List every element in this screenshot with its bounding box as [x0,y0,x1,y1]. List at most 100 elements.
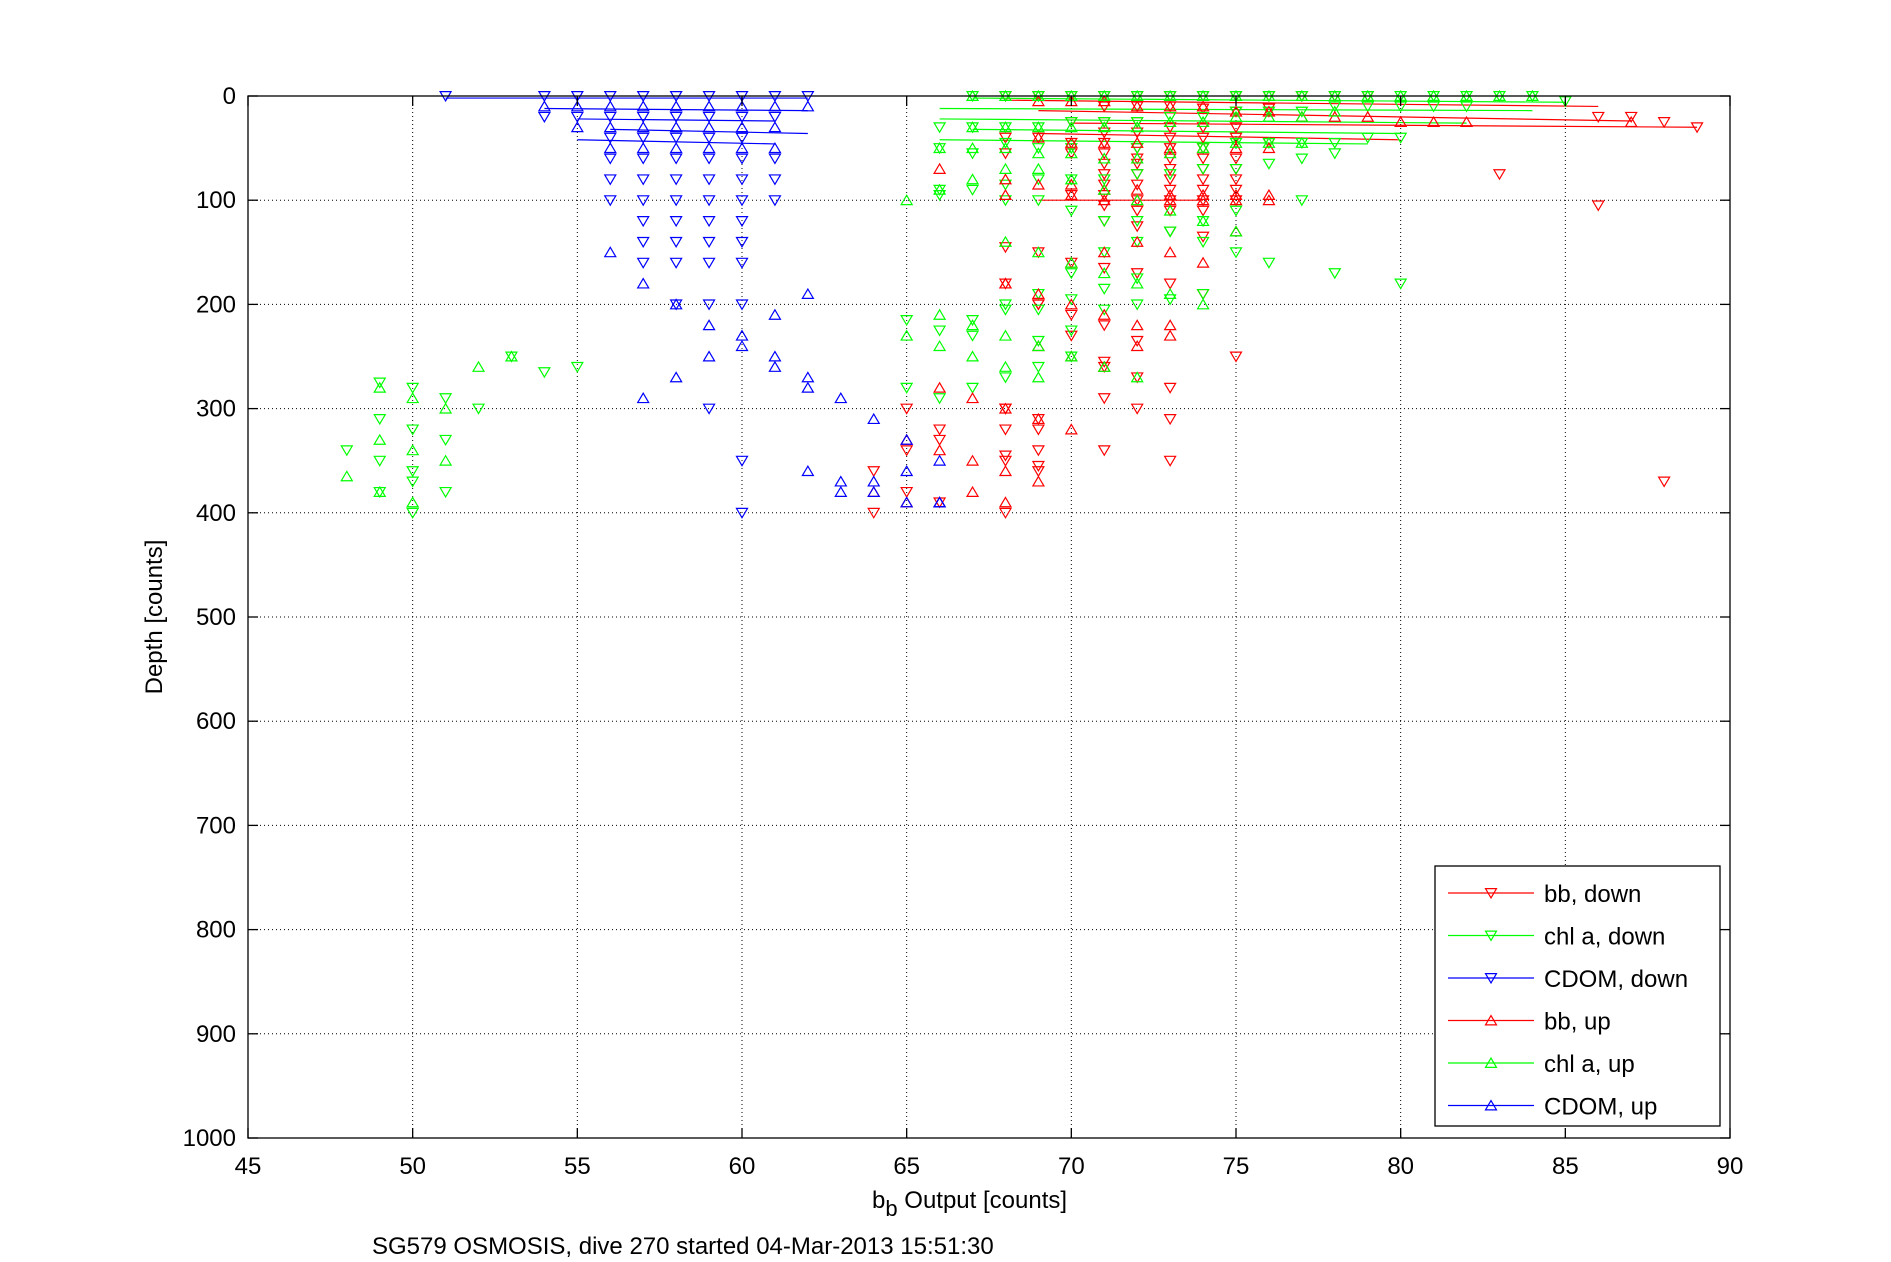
data-point [702,195,716,207]
data-point [998,141,1013,154]
data-point [1229,153,1243,165]
data-point [439,393,453,405]
data-point [1163,294,1177,306]
data-point [1295,153,1309,165]
data-point [1163,278,1177,290]
data-point [1196,141,1210,154]
data-point [1130,339,1144,352]
data-point [373,381,387,393]
data-point [998,360,1013,372]
legend-marker [1484,1056,1498,1068]
data-point [1328,101,1342,113]
x-tick-label: 65 [893,1153,920,1180]
data-point [702,141,716,154]
data-point [702,100,716,112]
data-point [735,257,749,269]
data-point [603,174,617,186]
data-point [537,367,551,379]
data-point [1130,277,1144,289]
data-point [768,153,782,165]
ticks-layer: 45 50 55 60 65 70 75 80 85 9001002003004005006007… [183,83,1744,1180]
data-point [669,371,683,383]
data-point [373,414,387,426]
data-point [965,173,980,185]
x-axis-label: bb Output [counts] [872,1187,1067,1221]
data-point [1031,335,1045,348]
data-point [636,111,650,123]
data-point [669,121,683,133]
x-tick-label: 90 [1717,1153,1744,1180]
data-point [933,381,947,393]
data-point [373,433,387,445]
data-point [1591,200,1605,212]
data-point [1229,122,1243,134]
data-point [1328,105,1342,117]
data-point [1262,110,1276,122]
data-point [1229,225,1243,237]
data-point [965,454,980,466]
data-point [900,329,914,341]
data-point [702,216,716,228]
data-point [1262,188,1276,200]
data-point [933,339,947,352]
data-point [702,319,716,331]
data-point [1163,329,1177,341]
data-point [1229,163,1243,176]
data-point [1624,115,1638,128]
data-point [801,287,815,299]
legend-marker [1484,973,1498,985]
data-point [406,424,420,436]
data-point [965,315,980,327]
data-point [1097,200,1111,212]
data-point [1130,152,1144,164]
data-point [768,100,782,112]
data-point [603,121,617,133]
data-point [1031,246,1045,258]
data-point [998,329,1013,341]
data-point [1097,179,1111,191]
data-point [669,111,683,123]
data-point [702,403,716,415]
data-point [933,393,947,405]
data-point [636,195,650,207]
data-point [1130,100,1144,112]
data-point [867,466,881,478]
data-point [933,308,947,320]
data-point [603,100,617,112]
connector-line [972,128,1401,135]
data-point [998,402,1013,414]
data-point [373,485,387,497]
data-point [1064,188,1078,200]
data-point [1097,262,1111,275]
data-point [1097,320,1111,332]
data-point [735,455,749,467]
data-point [1196,115,1210,128]
data-point [1097,158,1111,170]
data-point [1130,136,1144,148]
data-point [1163,319,1177,331]
data-point [1163,169,1177,181]
data-point [636,257,650,269]
data-point [1163,414,1177,426]
data-point [702,299,716,311]
data-point [801,371,815,383]
data-point [669,153,683,165]
data-point [735,299,749,311]
y-tick-label: 800 [196,917,236,944]
legend-marker [1484,888,1498,900]
data-point [1163,111,1177,123]
data-point [1064,143,1078,155]
legend-marker [1484,1014,1498,1026]
data-point [702,350,716,362]
data-point [965,350,980,362]
data-point [636,141,650,154]
data-point [1196,132,1210,144]
data-point [1097,360,1111,372]
data-point [636,153,650,165]
data-point [998,188,1013,200]
data-point [1328,148,1342,160]
data-point [965,392,980,404]
data-point [933,189,947,202]
data-point [768,195,782,207]
data-point [735,195,749,207]
